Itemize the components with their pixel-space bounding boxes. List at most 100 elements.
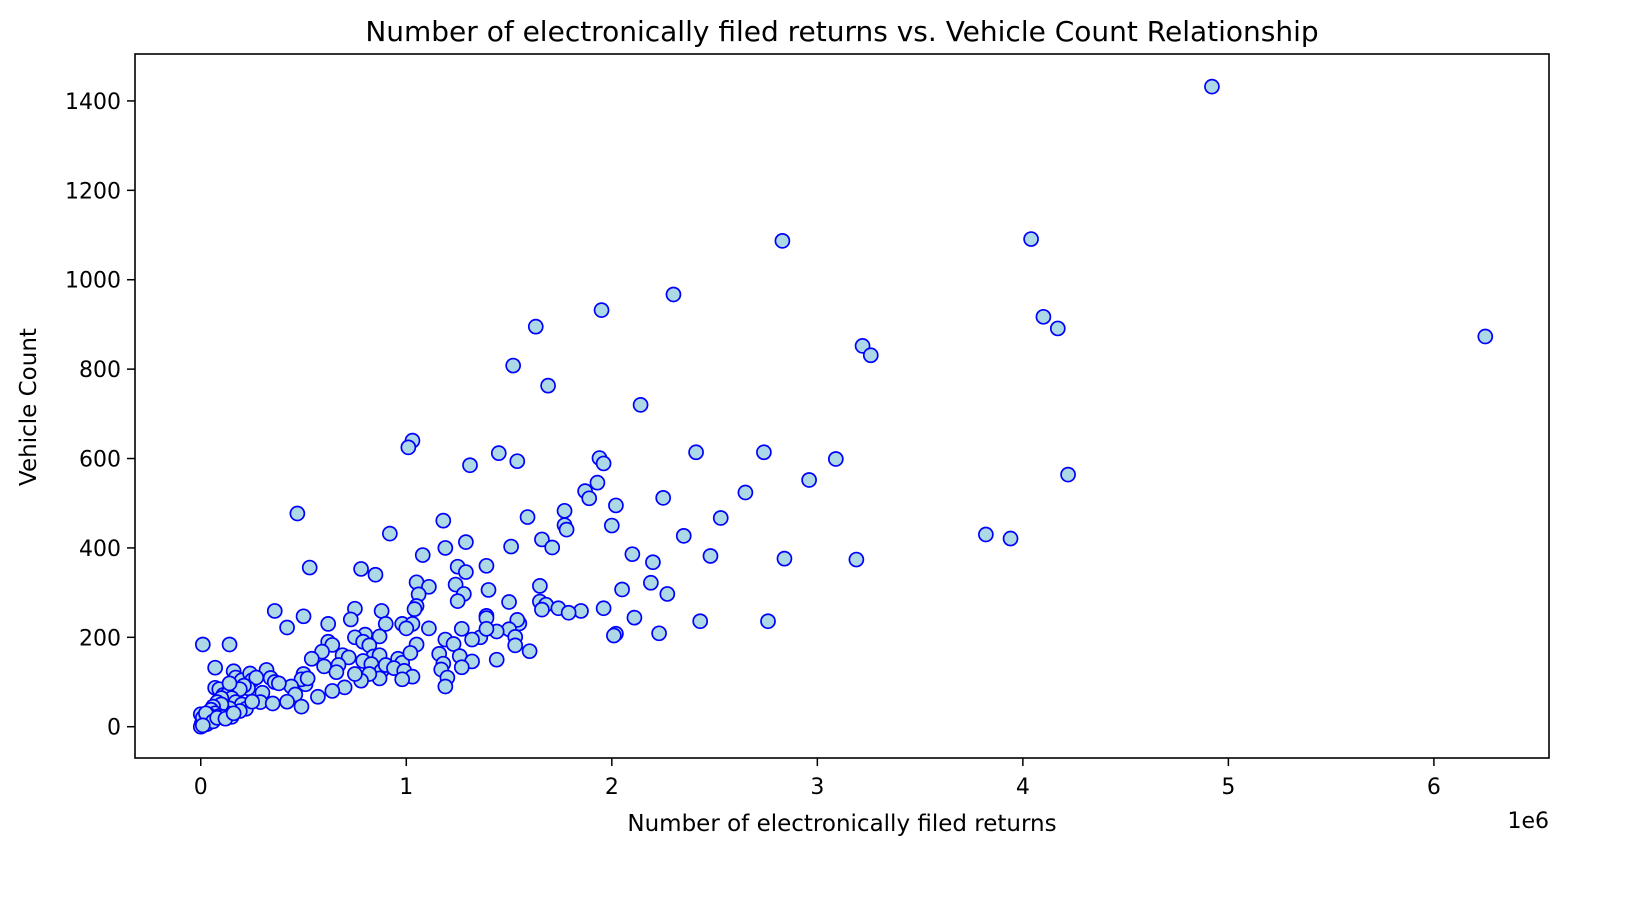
scatter-point [435, 512, 452, 529]
scatter-point [1477, 328, 1494, 345]
y-tick-label: 400 [79, 537, 121, 562]
scatter-point [458, 534, 474, 550]
scatter-point [221, 636, 238, 653]
scatter-point [501, 594, 517, 610]
x-tick-label: 0 [194, 775, 208, 800]
scatter-point [347, 666, 363, 682]
y-tick-label: 200 [79, 626, 121, 651]
scatter-point [464, 631, 480, 648]
scatter-point [462, 457, 478, 474]
y-tick-label: 1000 [65, 269, 121, 294]
scatter-point [301, 559, 318, 576]
scatter-point [478, 620, 495, 637]
scatter-point [595, 600, 612, 617]
y-tick-label: 0 [107, 716, 121, 741]
scatter-point [221, 675, 238, 692]
scatter-point [340, 649, 357, 666]
scatter-point [244, 693, 260, 710]
scatter-point [862, 347, 879, 364]
scatter-point [737, 484, 754, 501]
x-tick-label: 6 [1427, 775, 1441, 800]
scatter-point [225, 705, 242, 722]
scatter-point [702, 548, 719, 564]
scatter-point [453, 620, 470, 637]
scatter-point [367, 566, 384, 583]
plot-frame [134, 53, 1550, 759]
scatter-point [774, 232, 791, 249]
scatter-point [527, 318, 544, 335]
scatter-point [289, 505, 306, 522]
scatter-point [776, 550, 793, 567]
scatter-point [293, 698, 310, 715]
scatter-point [1060, 466, 1076, 483]
scatter-point [626, 609, 643, 626]
x-tick-label: 1 [399, 775, 413, 800]
scatter-point [801, 472, 817, 488]
scatter-point [480, 582, 497, 598]
scatter-point [207, 659, 224, 676]
scatter-point [299, 670, 316, 687]
scatter-point [194, 717, 211, 734]
scatter-point [324, 683, 341, 699]
scatter-point [507, 637, 524, 654]
scatter-point [665, 286, 682, 303]
scatter-point [558, 521, 575, 538]
scatter-point [560, 604, 577, 621]
scatter-point [310, 688, 326, 705]
scatter-point [458, 564, 474, 580]
scatter-point [437, 678, 454, 695]
scatter-point [437, 540, 454, 556]
scatter-point [756, 444, 772, 461]
scatter-point [692, 613, 709, 630]
scatter-point [675, 527, 692, 544]
scatter-point [264, 695, 281, 712]
y-tick-label: 600 [79, 448, 121, 473]
scatter-point [659, 586, 676, 602]
x-axis: 0 1 2 3 4 5 6 [194, 758, 1441, 800]
scatter-point [603, 517, 620, 534]
scatter-point [295, 608, 312, 625]
scatter-point [400, 439, 417, 456]
scatter-point [606, 627, 622, 644]
scatter-point [279, 619, 295, 636]
scatter-point [279, 693, 295, 710]
scatter-point [655, 490, 672, 506]
scatter-point [394, 671, 411, 688]
scatter-point [328, 664, 345, 681]
scatter-point [453, 659, 470, 676]
scatter-point [509, 453, 526, 470]
y-axis: 0 200 400 600 800 1000 1200 1400 [65, 90, 135, 741]
scatter-point [381, 525, 398, 542]
scatter-point [353, 561, 369, 577]
scatter-point [581, 490, 598, 507]
scatter-point [1035, 308, 1052, 325]
chart-title: Number of electronically filed returns v… [365, 15, 1318, 48]
scatter-point [544, 539, 561, 556]
scatter-point [760, 613, 776, 630]
y-axis-label: Vehicle Count [16, 328, 42, 486]
scatter-point [556, 502, 573, 519]
x-tick-label: 4 [1016, 775, 1030, 800]
scatter-point [1204, 78, 1220, 95]
scatter-point [595, 455, 612, 472]
scatter-point [320, 616, 337, 632]
scatter-point [271, 675, 287, 692]
x-tick-label: 3 [810, 775, 824, 800]
scatter-point [371, 628, 388, 645]
scatter-point [532, 578, 548, 594]
y-tick-label: 1400 [65, 90, 121, 115]
scatter-point [624, 546, 641, 563]
scatter-point [521, 643, 538, 660]
scatter-point [827, 451, 844, 467]
scatter-point [1023, 231, 1039, 247]
scatter-point [377, 616, 394, 632]
scatter-point [488, 651, 505, 668]
scatter-point [373, 603, 390, 619]
scatter-point [421, 620, 437, 637]
data-points [192, 78, 1494, 735]
scatter-point [519, 509, 536, 525]
scatter-point [402, 645, 419, 661]
x-tick-label: 2 [605, 775, 619, 800]
scatter-point [593, 302, 610, 318]
scatter-point [248, 669, 265, 686]
